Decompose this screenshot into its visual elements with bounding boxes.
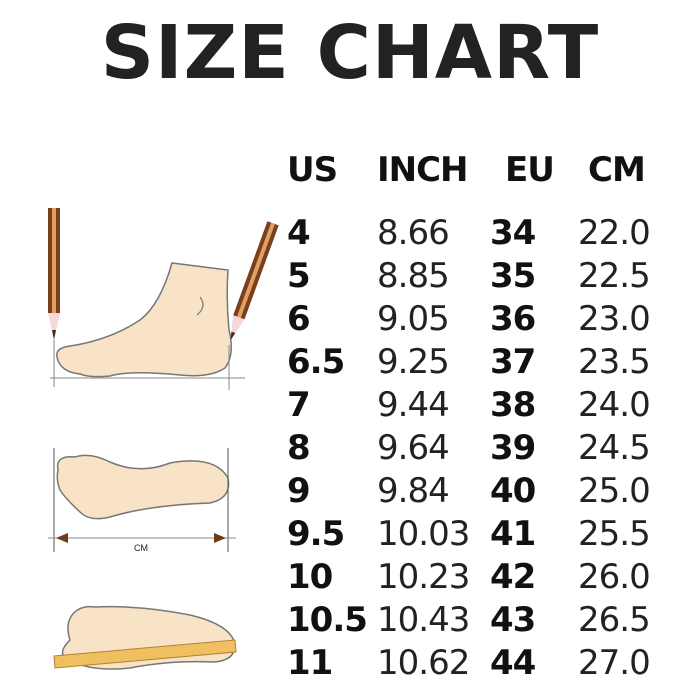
cell-cm: 24.0 <box>578 385 651 425</box>
table-row: 6 9.05 36 23.0 <box>0 298 700 341</box>
cell-us: 8 <box>287 428 311 468</box>
cell-cm: 25.0 <box>578 471 651 511</box>
cell-eu: 44 <box>490 643 536 683</box>
cell-inch: 9.84 <box>377 471 450 511</box>
cell-cm: 27.0 <box>578 643 651 683</box>
table-row: 7 9.44 38 24.0 <box>0 384 700 427</box>
cell-inch: 9.05 <box>377 299 450 339</box>
column-header-us: US <box>287 150 338 190</box>
measure-label: CM <box>134 543 148 553</box>
foot-measuring-illustration: CM <box>48 208 279 670</box>
cell-inch: 8.66 <box>377 213 450 253</box>
table-row: 9.5 10.03 41 25.5 <box>0 513 700 556</box>
cell-us: 9 <box>287 471 311 511</box>
cell-us: 6.5 <box>287 342 345 382</box>
table-row: 5 8.85 35 22.5 <box>0 255 700 298</box>
pencil-right-icon <box>230 221 279 341</box>
column-header-cm: CM <box>588 150 646 190</box>
cell-cm: 25.5 <box>578 514 651 554</box>
cell-eu: 40 <box>490 471 536 511</box>
table-row: 6.5 9.25 37 23.5 <box>0 341 700 384</box>
cell-inch: 9.64 <box>377 428 450 468</box>
cell-cm: 22.5 <box>578 256 651 296</box>
cell-eu: 39 <box>490 428 536 468</box>
table-row: 10 10.23 42 26.0 <box>0 556 700 599</box>
table-row: 10.5 10.43 43 26.5 <box>0 599 700 642</box>
cell-us: 5 <box>287 256 311 296</box>
cell-inch: 10.43 <box>377 600 470 640</box>
side-foot-icon <box>50 262 245 390</box>
column-header-eu: EU <box>505 150 555 190</box>
cell-inch: 10.03 <box>377 514 470 554</box>
cell-us: 9.5 <box>287 514 345 554</box>
cell-us: 11 <box>287 643 333 683</box>
cell-us: 6 <box>287 299 311 339</box>
cell-eu: 37 <box>490 342 536 382</box>
cell-cm: 23.5 <box>578 342 651 382</box>
cell-cm: 22.0 <box>578 213 651 253</box>
column-header-inch: INCH <box>377 150 469 190</box>
table-row: 8 9.64 39 24.5 <box>0 427 700 470</box>
cell-us: 4 <box>287 213 311 253</box>
table-row: 9 9.84 40 25.0 <box>0 470 700 513</box>
cell-inch: 9.44 <box>377 385 450 425</box>
cell-eu: 35 <box>490 256 536 296</box>
cell-eu: 36 <box>490 299 536 339</box>
cell-cm: 26.0 <box>578 557 651 597</box>
cell-inch: 8.85 <box>377 256 450 296</box>
cell-cm: 23.0 <box>578 299 651 339</box>
cell-cm: 26.5 <box>578 600 651 640</box>
cell-cm: 24.5 <box>578 428 651 468</box>
cell-us: 7 <box>287 385 311 425</box>
page-title: SIZE CHART <box>100 10 600 96</box>
cell-inch: 9.25 <box>377 342 450 382</box>
foot-top-view-icon: CM <box>48 448 236 553</box>
cell-eu: 38 <box>490 385 536 425</box>
cell-eu: 42 <box>490 557 536 597</box>
cell-eu: 34 <box>490 213 536 253</box>
pencil-left-icon <box>48 208 60 340</box>
cell-eu: 43 <box>490 600 536 640</box>
cell-us: 10.5 <box>287 600 368 640</box>
foot-ruler-icon <box>53 605 237 670</box>
table-row: 4 8.66 34 22.0 <box>0 212 700 255</box>
table-row: 11 10.62 44 27.0 <box>0 642 700 685</box>
cell-inch: 10.23 <box>377 557 470 597</box>
cell-us: 10 <box>287 557 333 597</box>
cell-inch: 10.62 <box>377 643 470 683</box>
cell-eu: 41 <box>490 514 536 554</box>
